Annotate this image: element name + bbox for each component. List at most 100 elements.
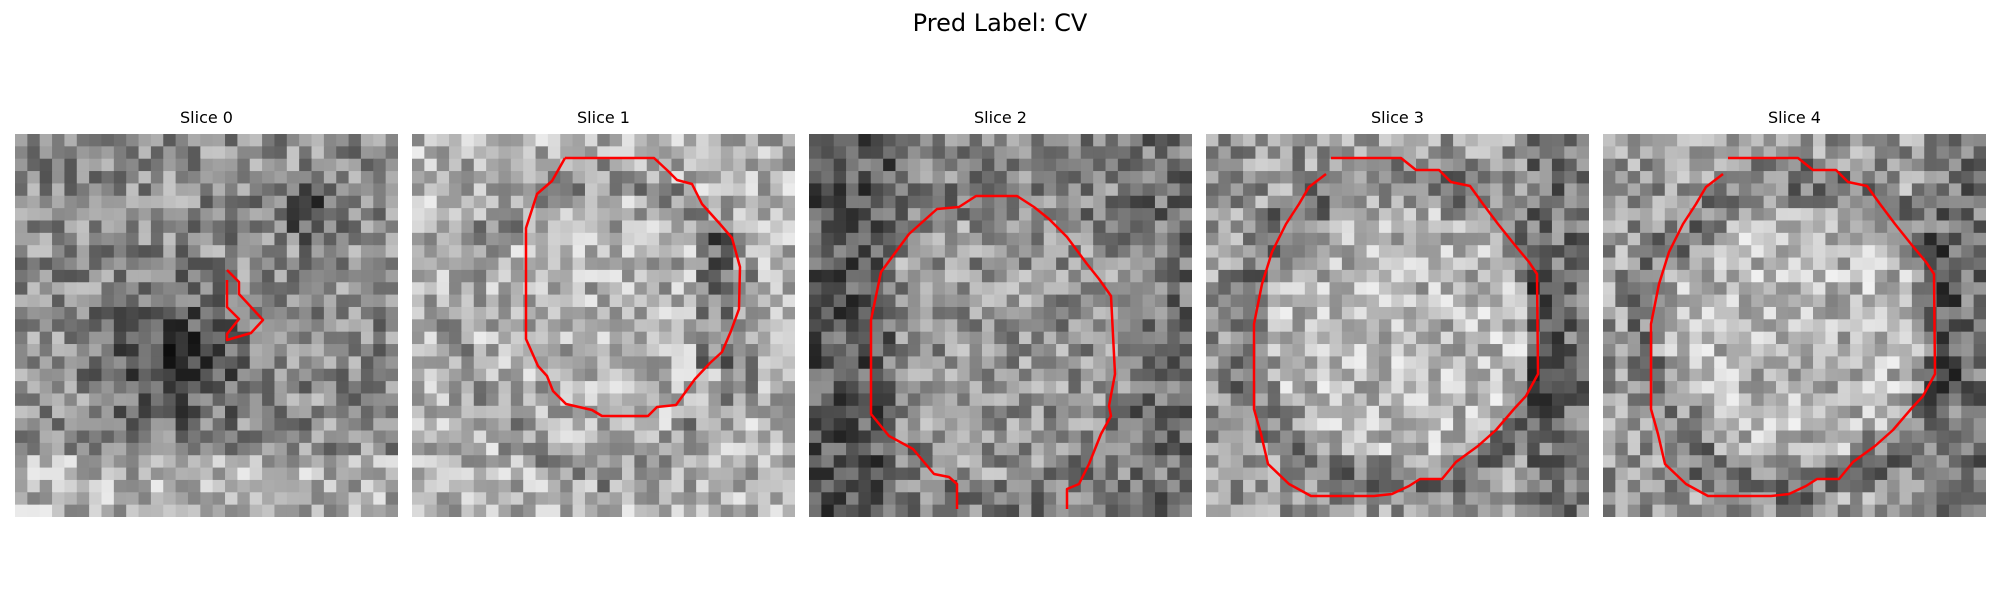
pixel-tile	[1615, 232, 1629, 246]
pixel-tile	[1218, 405, 1232, 419]
pixel-tile	[907, 344, 921, 357]
pixel-tile	[150, 232, 164, 246]
pixel-tile	[498, 220, 512, 234]
pixel-tile	[373, 381, 387, 395]
pixel-tile	[1403, 294, 1417, 308]
pixel-tile	[311, 208, 325, 222]
pixel-tile	[1218, 479, 1232, 493]
pixel-tile	[360, 504, 374, 517]
pixel-tile	[1714, 208, 1728, 222]
pixel-tile	[895, 282, 909, 296]
pixel-tile	[1130, 306, 1144, 320]
pixel-tile	[1154, 294, 1168, 308]
pixel-tile	[1899, 208, 1913, 222]
pixel-tile	[1167, 418, 1181, 432]
pixel-tile	[1973, 269, 1986, 283]
pixel-tile	[1031, 504, 1045, 517]
pixel-tile	[212, 381, 226, 395]
pixel-tile	[1751, 257, 1765, 271]
pixel-tile	[1167, 405, 1181, 419]
pixel-tile	[821, 257, 835, 271]
pixel-tile	[1341, 245, 1355, 259]
pixel-tile	[1031, 479, 1045, 493]
pixel-tile	[1775, 294, 1789, 308]
pixel-tile	[449, 504, 463, 517]
pixel-tile	[609, 232, 623, 246]
pixel-tile	[1068, 331, 1082, 345]
pixel-tile	[1936, 134, 1950, 147]
pixel-tile	[1304, 393, 1318, 407]
pixel-tile	[757, 368, 771, 382]
pixel-tile	[1800, 368, 1814, 382]
pixel-tile	[1701, 479, 1715, 493]
pixel-tile	[1105, 492, 1119, 506]
pixel-tile	[76, 467, 90, 481]
pixel-tile	[1973, 430, 1986, 444]
pixel-tile	[994, 269, 1008, 283]
pixel-tile	[1564, 195, 1578, 209]
pixel-tile	[708, 430, 722, 444]
pixel-tile	[1862, 368, 1876, 382]
pixel-tile	[547, 319, 561, 333]
pixel-tile	[64, 504, 78, 517]
pixel-tile	[1775, 479, 1789, 493]
pixel-tile	[609, 430, 623, 444]
pixel-tile	[1179, 245, 1192, 259]
pixel-tile	[436, 492, 450, 506]
pixel-tile	[15, 467, 28, 481]
pixel-tile	[274, 455, 288, 469]
pixel-tile	[1490, 344, 1504, 357]
pixel-tile	[1640, 171, 1654, 185]
pixel-tile	[1453, 442, 1467, 456]
pixel-tile	[883, 405, 897, 419]
pixel-tile	[510, 232, 524, 246]
pixel-tile	[76, 195, 90, 209]
pixel-tile	[944, 269, 958, 283]
pixel-tile	[1019, 171, 1032, 185]
pixel-tile	[1850, 220, 1864, 234]
pixel-tile	[609, 208, 623, 222]
pixel-tile	[1093, 418, 1107, 432]
pixel-tile	[1366, 146, 1380, 160]
pixel-tile	[187, 134, 201, 147]
pixel-tile	[510, 158, 524, 172]
pixel-tile	[994, 319, 1008, 333]
pixel-tile	[1961, 331, 1975, 345]
pixel-tile	[1874, 430, 1888, 444]
pixel-tile	[821, 479, 835, 493]
pixel-tile	[101, 158, 115, 172]
pixel-tile	[138, 171, 152, 185]
pixel-tile	[323, 405, 337, 419]
pixel-tile	[200, 158, 214, 172]
pixel-tile	[1677, 171, 1691, 185]
pixel-tile	[1800, 269, 1814, 283]
pixel-tile	[1230, 430, 1244, 444]
pixel-tile	[1154, 171, 1168, 185]
pixel-tile	[1440, 269, 1454, 283]
pixel-tile	[1726, 158, 1740, 172]
pixel-tile	[846, 319, 860, 333]
pixel-tile	[15, 158, 28, 172]
pixel-tile	[907, 183, 921, 197]
pixel-tile	[175, 158, 189, 172]
pixel-tile	[486, 455, 500, 469]
pixel-tile	[200, 208, 214, 222]
pixel-tile	[1154, 282, 1168, 296]
pixel-tile	[237, 504, 251, 517]
pixel-tile	[1255, 183, 1269, 197]
pixel-tile	[1179, 492, 1192, 506]
pixel-tile	[1763, 405, 1777, 419]
pixel-tile	[1527, 418, 1541, 432]
pixel-tile	[1490, 393, 1504, 407]
pixel-tile	[1615, 158, 1629, 172]
pixel-tile	[1179, 479, 1192, 493]
pixel-tile	[1539, 183, 1553, 197]
pixel-tile	[1689, 208, 1703, 222]
pixel-tile	[1117, 467, 1131, 481]
pixel-tile	[1403, 430, 1417, 444]
pixel-tile	[299, 381, 313, 395]
pixel-tile	[622, 220, 635, 234]
pixel-tile	[1093, 368, 1107, 382]
pixel-tile	[1564, 393, 1578, 407]
pixel-tile	[907, 504, 921, 517]
